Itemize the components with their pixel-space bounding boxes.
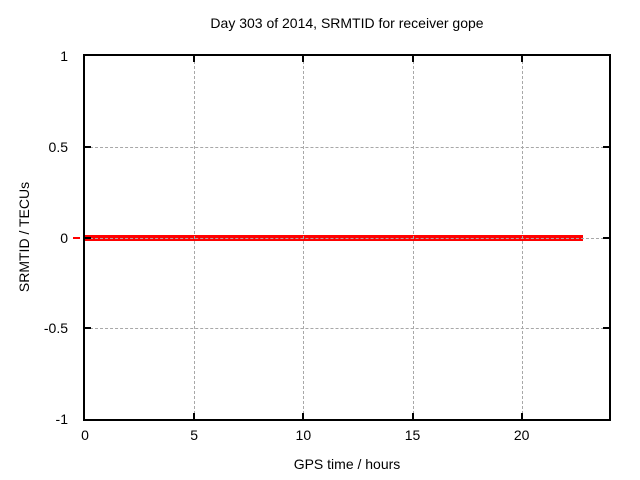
plot-area: 0 5 10 15 20 -1 -0.5 0 0.5 1: [44, 48, 611, 443]
x-axis-label: GPS time / hours: [293, 456, 401, 472]
x-tick-top-20: [520, 56, 523, 62]
y-tick-label-1: 1: [60, 48, 68, 64]
gridline-y-0.5: [85, 146, 609, 148]
x-tick-bottom-15: [411, 413, 414, 419]
y-tick-left-0: [85, 236, 91, 239]
x-tick-label-20: 20: [513, 427, 530, 443]
x-tick-label-0: 0: [81, 427, 89, 443]
x-tick-label-5: 5: [190, 427, 199, 443]
zero-red-dash-outside-axis: [73, 236, 80, 239]
x-tick-top-10: [302, 56, 305, 62]
y-tick-label-0: 0: [60, 229, 68, 246]
x-tick-label-15: 15: [404, 427, 421, 443]
x-tick-bottom-5: [193, 413, 196, 419]
x-tick-top-15: [411, 56, 414, 62]
x-tick-bottom-10: [302, 413, 305, 419]
gridline-y-0: [85, 237, 609, 239]
y-axis-label: SRMTID / TECUs: [16, 181, 32, 293]
y-tick-right-0: [603, 236, 609, 239]
y-tick-left--0.5: [85, 327, 91, 330]
x-tick-label-10: 10: [295, 427, 312, 443]
x-tick-bottom-20: [520, 413, 523, 419]
chart-title: Day 303 of 2014, SRMTID for receiver gop…: [210, 15, 484, 31]
y-tick-label--1: -1: [55, 411, 68, 427]
y-tick-right-0.5: [603, 145, 609, 148]
y-tick-left-0.5: [85, 145, 91, 148]
y-tick-label-0.5: 0.5: [48, 138, 68, 155]
gridline-y--0.5: [85, 328, 609, 330]
y-tick-label--0.5: -0.5: [43, 320, 68, 337]
x-tick-top-5: [193, 56, 196, 62]
y-tick-right--0.5: [603, 327, 609, 330]
